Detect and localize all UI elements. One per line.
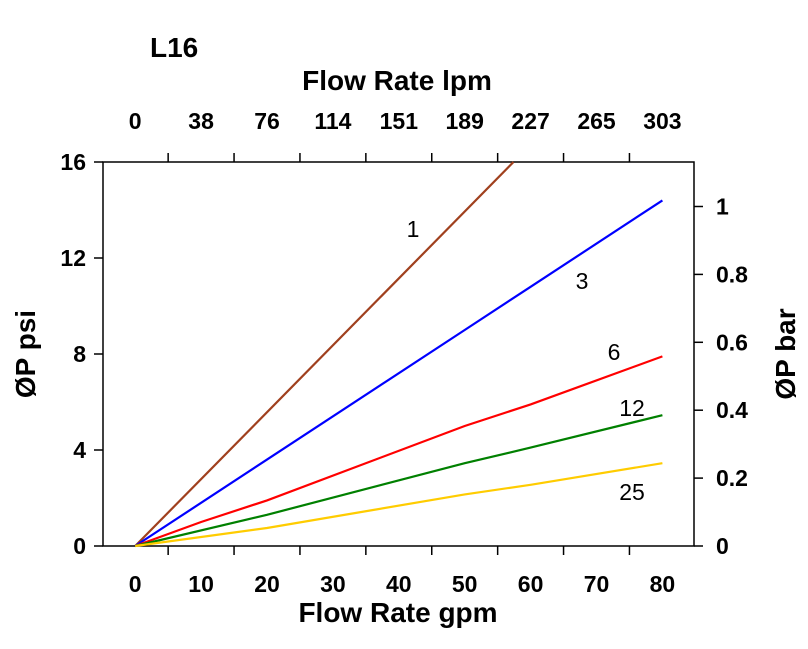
x-tick-label: 10 [188,571,214,597]
x2-tick-label: 227 [511,108,549,134]
series-line-25 [135,462,663,548]
series-label-25: 25 [619,479,645,505]
y2-tick-label: 0 [716,533,729,559]
series-label-6: 6 [608,339,621,365]
y2-tick-label: 0.2 [716,465,748,491]
y-tick-label: 12 [60,245,86,271]
series-label-1: 1 [407,216,420,242]
x2-tick-label: 114 [314,108,351,134]
x-tick-label: 70 [584,571,610,597]
y2-tick-label: 0.8 [716,261,748,287]
y-tick-label: 0 [73,533,86,559]
right-axis-title: ØP bar [770,308,801,399]
x-tick-label: 50 [452,571,478,597]
x2-tick-label: 0 [129,108,142,134]
x-tick-label: 40 [386,571,412,597]
x2-tick-label: 151 [380,108,419,134]
bottom-axis-title: Flow Rate gpm [298,597,497,628]
y-tick-label: 16 [60,149,86,175]
x-tick-label: 60 [518,571,544,597]
y2-tick-label: 0.4 [716,397,748,423]
series-label-3: 3 [576,268,589,294]
series-label-12: 12 [619,395,645,421]
x2-tick-label: 38 [188,108,214,134]
x2-tick-label: 265 [577,108,616,134]
series-line-6 [134,355,663,548]
y2-tick-label: 1 [716,194,729,220]
x-tick-label: 80 [650,571,676,597]
series-line-12 [134,414,663,548]
series-line-1 [134,161,515,547]
x2-tick-label: 76 [254,108,280,134]
x2-tick-label: 303 [643,108,681,134]
x2-tick-label: 189 [446,108,484,134]
x-tick-label: 0 [129,571,142,597]
y2-tick-label: 0.6 [716,329,748,355]
x-tick-label: 30 [320,571,346,597]
top-axis-title: Flow Rate lpm [302,65,492,96]
y-tick-label: 8 [73,341,86,367]
y-tick-label: 4 [73,437,86,463]
chart-title: L16 [150,32,198,63]
series-line-3 [134,199,664,547]
x-tick-label: 20 [254,571,280,597]
left-axis-title: ØP psi [10,310,41,398]
